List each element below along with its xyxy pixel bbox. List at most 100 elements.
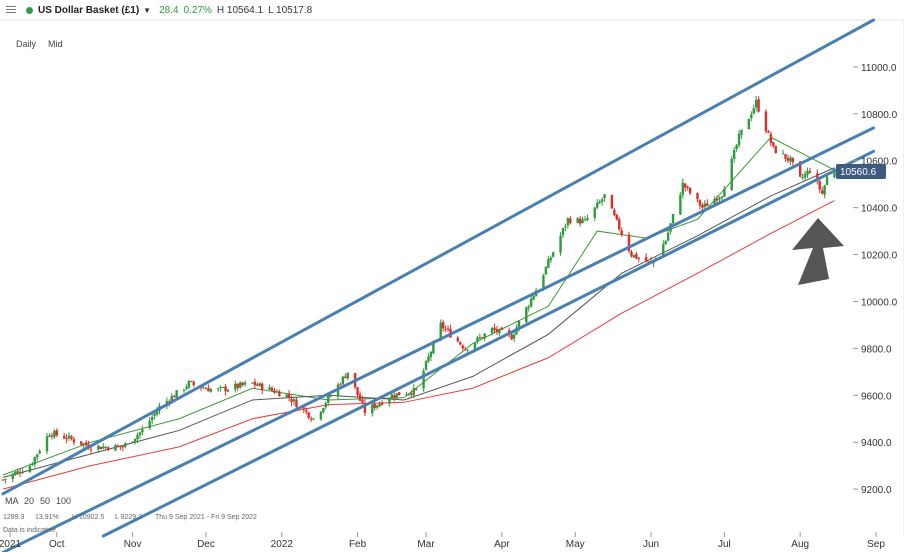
candle-body xyxy=(124,443,127,447)
candle-body xyxy=(393,395,396,398)
ma-legend-label: MA xyxy=(5,496,19,506)
candle-body xyxy=(561,228,565,236)
candles xyxy=(1,96,836,484)
candle-body xyxy=(635,253,638,259)
candle-body xyxy=(150,417,154,421)
candle-body xyxy=(253,381,257,386)
candle-body xyxy=(627,234,631,252)
candle-body xyxy=(821,190,824,194)
channel-line-upper xyxy=(1,18,876,496)
candle-body xyxy=(806,170,809,175)
candle-body xyxy=(104,446,107,448)
x-tick-label: Nov xyxy=(124,539,142,550)
candle-body xyxy=(493,327,496,330)
candle-body xyxy=(593,207,596,218)
timeframe-selector[interactable]: Daily xyxy=(16,39,37,49)
candle-body xyxy=(476,337,479,342)
candle-body xyxy=(175,390,178,398)
candle-body xyxy=(769,134,773,143)
candle-body xyxy=(261,383,264,391)
candle-body xyxy=(287,394,291,398)
candle-body xyxy=(256,384,259,386)
candle-body xyxy=(275,391,279,393)
candle-body xyxy=(618,219,621,230)
candle-body xyxy=(784,154,787,159)
candle-body xyxy=(268,387,271,390)
candle-body xyxy=(720,196,724,199)
candle-body xyxy=(226,389,230,392)
candle-body xyxy=(327,395,330,403)
candle-body xyxy=(495,329,499,333)
ma-line-50 xyxy=(2,167,835,478)
y-axis: 9200.0 9400.0 9600.0 9800.0 10000.0 10200.0 10… xyxy=(853,63,898,496)
candle-body xyxy=(600,199,604,202)
candle-body xyxy=(53,430,56,438)
candle-body xyxy=(119,446,122,448)
candle-body xyxy=(224,386,227,392)
candle-body xyxy=(405,394,408,396)
candle-body xyxy=(461,345,464,349)
candle-body xyxy=(481,337,484,339)
candle-body xyxy=(361,400,364,403)
chevron-down-icon[interactable]: ▼ xyxy=(143,5,152,15)
candle-body xyxy=(97,445,100,450)
candle-body xyxy=(99,446,103,450)
ma-legend-50: 50 xyxy=(40,496,50,506)
y-tick-label: 9800.0 xyxy=(861,344,892,355)
ma-line-20 xyxy=(2,136,835,476)
candle-body xyxy=(735,145,738,150)
candle-body xyxy=(290,399,293,402)
candle-body xyxy=(696,193,699,200)
candle-body xyxy=(305,410,308,412)
candle-body xyxy=(278,391,281,397)
x-tick-label: Jun xyxy=(643,539,659,550)
candle-body xyxy=(803,173,807,178)
candle-body xyxy=(341,376,345,385)
candle-body xyxy=(62,435,66,439)
candle-body xyxy=(801,177,804,179)
candle-body xyxy=(312,418,315,420)
candle-body xyxy=(358,394,362,401)
candle-body xyxy=(706,203,709,207)
candle-body xyxy=(14,472,17,475)
candle-body xyxy=(686,186,689,188)
menu-icon[interactable] xyxy=(6,4,16,15)
x-tick-label: Jul xyxy=(718,539,731,550)
candle-body xyxy=(429,351,433,358)
candle-body xyxy=(552,252,555,257)
candle-body xyxy=(681,182,685,195)
candle-body xyxy=(390,394,394,399)
candle-body xyxy=(662,244,665,258)
candle-body xyxy=(190,381,193,383)
candle-body xyxy=(219,386,222,388)
candle-body xyxy=(371,404,374,414)
candle-body xyxy=(65,437,68,440)
candle-body xyxy=(747,118,751,130)
candle-body xyxy=(21,472,24,474)
candle-body xyxy=(422,370,425,389)
candle-body xyxy=(11,473,14,480)
candle-body xyxy=(243,382,247,385)
candle-body xyxy=(684,183,687,188)
instrument-header: US Dollar Basket (£1) ▼ 28.4 0.27% H 105… xyxy=(0,0,904,20)
market-status-dot xyxy=(26,6,33,14)
candle-body xyxy=(344,376,347,378)
candle-body xyxy=(432,341,435,354)
candle-body xyxy=(82,443,85,445)
candle-body xyxy=(444,328,447,330)
channel-line-lower-parallel xyxy=(101,149,876,538)
candle-body xyxy=(715,198,719,201)
candle-body xyxy=(517,320,521,329)
indicative-note: Data is indicative xyxy=(3,527,56,534)
candle-body xyxy=(273,390,276,393)
y-tick-label: 10400.0 xyxy=(861,204,898,215)
candle-body xyxy=(18,471,22,474)
price-type-selector[interactable]: Mid xyxy=(48,39,63,49)
candle-body xyxy=(55,430,58,436)
x-tick-label: Dec xyxy=(197,539,215,550)
x-tick-label: Feb xyxy=(349,539,367,550)
candle-body xyxy=(598,201,601,204)
instrument-name[interactable]: US Dollar Basket (£1) xyxy=(38,4,140,16)
candle-body xyxy=(510,334,513,340)
